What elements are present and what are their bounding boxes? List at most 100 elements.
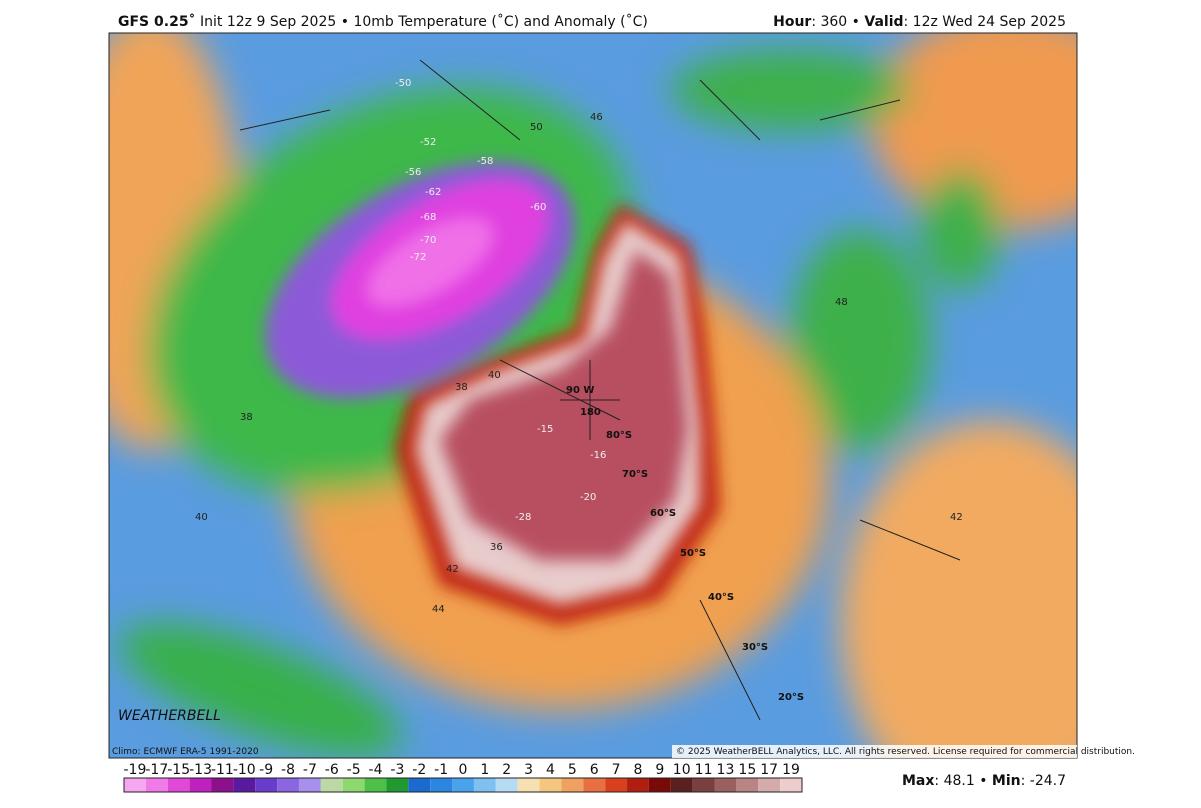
lat-label: 30°S xyxy=(742,642,768,653)
contour-label: -50 xyxy=(395,78,411,89)
colorbar-tick-label: 9 xyxy=(655,762,664,778)
contour-label: -56 xyxy=(405,167,421,178)
colorbar-tick-label: -1 xyxy=(434,762,448,778)
colorbar-tick-label: -15 xyxy=(167,762,190,778)
colorbar-swatch xyxy=(583,778,606,792)
colorbar-tick-label: -4 xyxy=(369,762,383,778)
contour-label: 38 xyxy=(455,382,468,393)
hour: : 360 • xyxy=(811,14,864,30)
contour-label: -72 xyxy=(410,252,426,263)
colorbar-swatch xyxy=(342,778,365,792)
colorbar-swatch xyxy=(386,778,409,792)
colorbar-tick-label: -2 xyxy=(412,762,426,778)
contour-label: -52 xyxy=(420,137,436,148)
colorbar-swatch xyxy=(298,778,321,792)
colorbar-tick-label: -7 xyxy=(303,762,317,778)
colorbar-swatch xyxy=(320,778,343,792)
contour-label: 46 xyxy=(590,112,603,123)
colorbar-tick-label: 1 xyxy=(480,762,489,778)
lon-label: 90 W xyxy=(566,385,594,396)
colorbar-swatch xyxy=(233,778,256,792)
colorbar-tick-label: -10 xyxy=(233,762,256,778)
colorbar-swatch xyxy=(255,778,278,792)
contour-label: 40 xyxy=(488,370,501,381)
colorbar-swatch xyxy=(539,778,562,792)
header-left: GFS 0.25˚ Init 12z 9 Sep 2025 • 10mb Tem… xyxy=(118,13,648,30)
contour-label: -20 xyxy=(580,492,596,503)
colorbar-tick-label: 6 xyxy=(590,762,599,778)
contour-label: -16 xyxy=(590,450,606,461)
colorbar-swatch xyxy=(408,778,431,792)
lat-label: 20°S xyxy=(778,692,804,703)
contour-label: 44 xyxy=(432,604,445,615)
colorbar-tick-label: -19 xyxy=(123,762,146,778)
colorbar-swatch xyxy=(167,778,190,792)
lat-label: 70°S xyxy=(622,469,648,480)
colorbar-tick-label: -8 xyxy=(281,762,295,778)
contour-label: 36 xyxy=(490,542,503,553)
colorbar-tick-label: -13 xyxy=(189,762,212,778)
colorbar-swatch xyxy=(189,778,212,792)
lon-label: 180 xyxy=(580,407,601,418)
contour-label: -70 xyxy=(420,235,436,246)
colorbar-tick-label: 5 xyxy=(568,762,577,778)
title: Init 12z 9 Sep 2025 • 10mb Temperature (… xyxy=(200,13,648,30)
colorbar-tick-label: -11 xyxy=(211,762,234,778)
colorbar-frame xyxy=(123,777,803,793)
lat-label: 60°S xyxy=(650,508,676,519)
valid: : 12z Wed 24 Sep 2025 xyxy=(904,14,1066,30)
valid-label: Valid xyxy=(864,14,903,30)
model: GFS 0.25˚ xyxy=(118,13,196,30)
colorbar-swatch xyxy=(780,778,802,792)
colorbar-swatch xyxy=(364,778,387,792)
colorbar-swatch xyxy=(517,778,540,792)
colorbar-swatch xyxy=(605,778,628,792)
min: : -24.7 xyxy=(1021,773,1066,789)
colorbar-swatch xyxy=(145,778,168,792)
colorbar-tick-label: 11 xyxy=(695,762,713,778)
colorbar-tick-label: 10 xyxy=(673,762,691,778)
colorbar-swatch xyxy=(758,778,781,792)
hour-label: Hour xyxy=(773,14,811,30)
colorbar-swatch xyxy=(430,778,453,792)
climo: Climo: ECMWF ERA-5 1991-2020 xyxy=(112,747,259,757)
colorbar-swatch xyxy=(561,778,584,792)
lat-label: 40°S xyxy=(708,592,734,603)
colorbar-tick-label: 8 xyxy=(634,762,643,778)
colorbar-swatch xyxy=(692,778,715,792)
copyright: © 2025 WeatherBELL Analytics, LLC. All r… xyxy=(676,747,1135,757)
lat-label: 80°S xyxy=(606,430,632,441)
colorbar-swatch xyxy=(495,778,518,792)
contour-label: -62 xyxy=(425,187,441,198)
contour-label: -28 xyxy=(515,512,531,523)
colorbar-tick-label: 2 xyxy=(502,762,511,778)
colorbar-tick-label: 17 xyxy=(760,762,778,778)
logo: WEATHERBELL xyxy=(118,708,221,724)
colorbar-swatch xyxy=(473,778,496,792)
contour-label: -68 xyxy=(420,212,436,223)
colorbar-swatch xyxy=(627,778,649,792)
colorbar-swatch xyxy=(452,778,474,792)
colorbar-tick-label: 19 xyxy=(782,762,800,778)
contour-label: 42 xyxy=(950,512,963,523)
colorbar-swatch xyxy=(736,778,759,792)
colorbar-tick-label: 13 xyxy=(717,762,735,778)
min-label: Min xyxy=(992,773,1021,789)
colorbar-swatch xyxy=(124,778,146,792)
contour-label: -60 xyxy=(530,202,546,213)
colorbar-swatch xyxy=(714,778,737,792)
colorbar-swatch xyxy=(277,778,299,792)
max: : 48.1 • xyxy=(934,773,992,789)
header-right: Hour: 360 • Valid: 12z Wed 24 Sep 2025 xyxy=(773,14,1066,30)
colorbar-tick-label: 3 xyxy=(524,762,533,778)
colorbar-swatch xyxy=(648,778,671,792)
contour-label: -58 xyxy=(477,156,493,167)
max-label: Max xyxy=(902,773,934,789)
colorbar-tick-label: -6 xyxy=(325,762,339,778)
map-frame xyxy=(108,32,1078,759)
contour-label: 48 xyxy=(835,297,848,308)
colorbar-tick-label: -9 xyxy=(259,762,273,778)
contour-label: 40 xyxy=(195,512,208,523)
colorbar-tick-label: 4 xyxy=(546,762,555,778)
